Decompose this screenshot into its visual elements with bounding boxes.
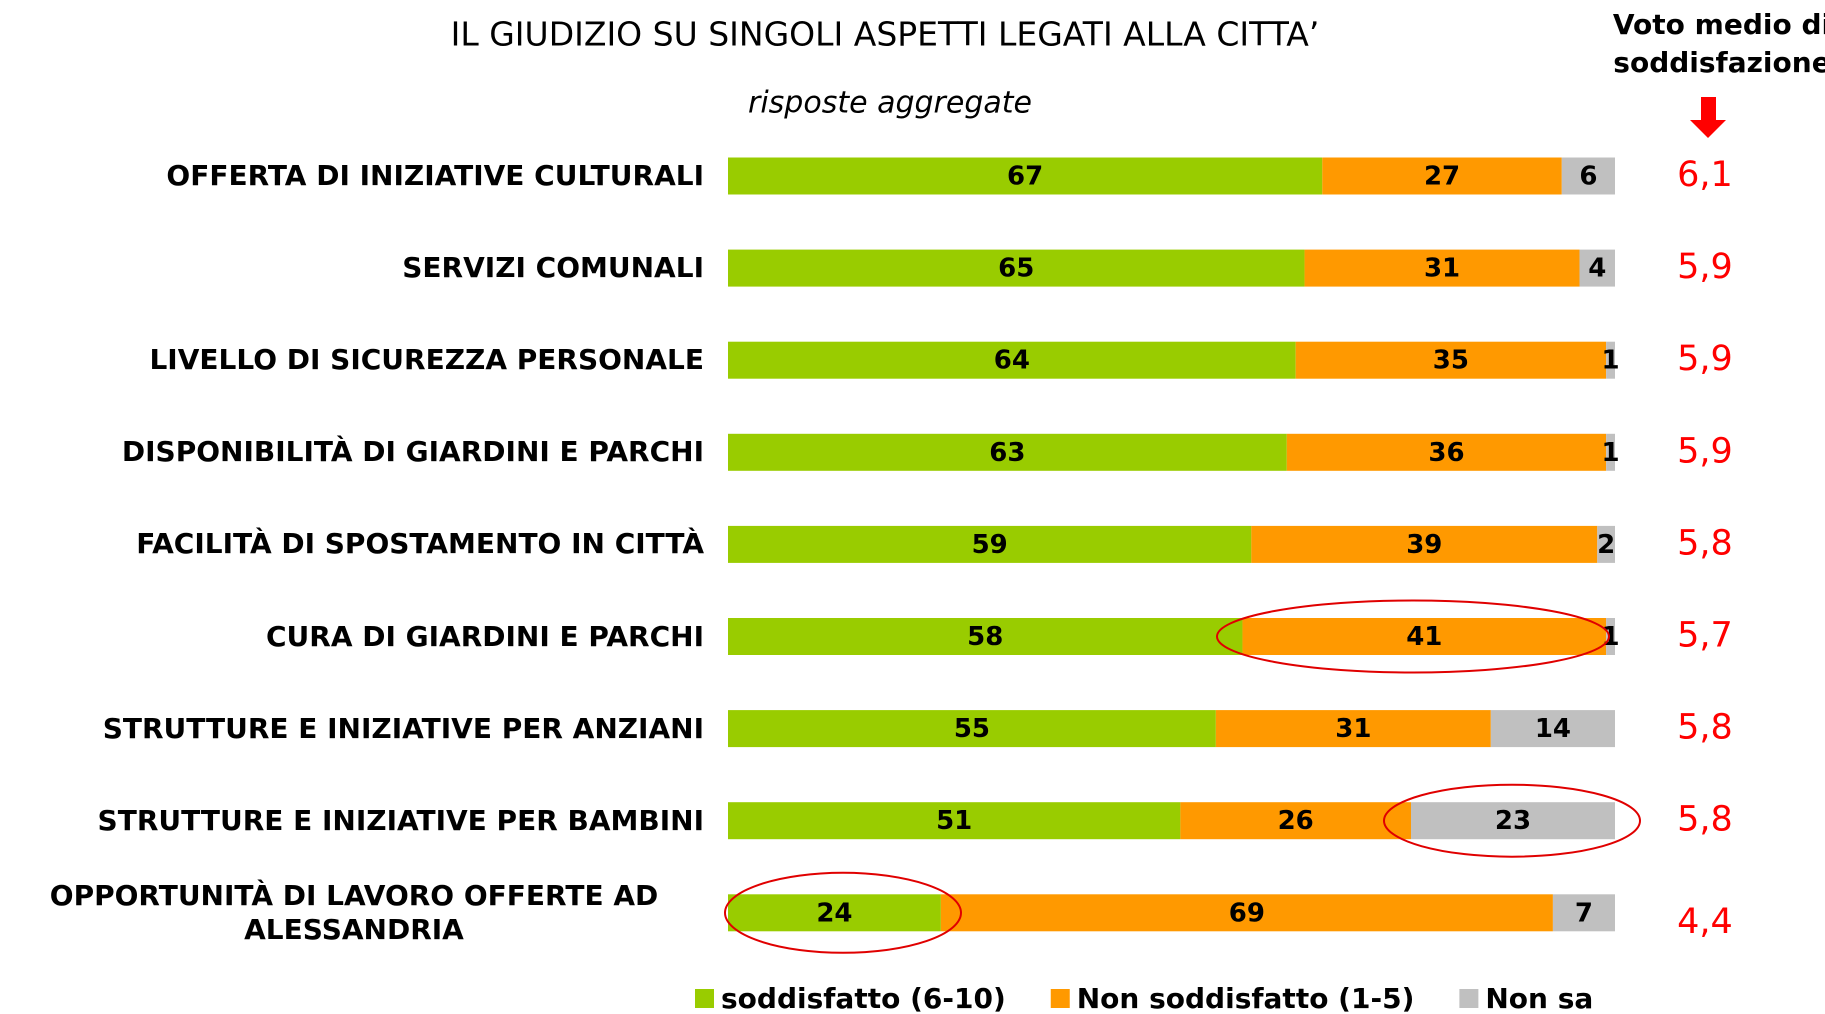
data-label: 27 (1424, 162, 1460, 192)
data-label: 58 (967, 622, 1003, 652)
category-text: DISPONIBILITÀ DI GIARDINI E PARCHI (121, 435, 704, 469)
category-label: CURA DI GIARDINI E PARCHI (0, 620, 704, 654)
score-label: 5,9 (1677, 431, 1733, 471)
highlight-ellipse (1216, 599, 1610, 674)
score-label: 4,4 (1677, 902, 1733, 942)
highlight-ellipse (724, 871, 962, 954)
bar-segment (1410, 802, 1615, 840)
bar-segment (1215, 710, 1491, 748)
data-label: 39 (1406, 530, 1442, 560)
data-label: 35 (1433, 346, 1469, 376)
category-label: OPPORTUNITÀ DI LAVORO OFFERTE AD ALESSAN… (0, 879, 704, 947)
bar-segment (1242, 618, 1607, 655)
category-text: LIVELLO DI SICUREZZA PERSONALE (149, 343, 704, 377)
category-label: SERVIZI COMUNALI (0, 251, 704, 285)
data-label: 67 (1007, 162, 1043, 192)
bar-segment (728, 433, 1287, 471)
arrow (1690, 97, 1726, 138)
data-label: 1 (1602, 622, 1620, 652)
data-label: 51 (936, 806, 972, 836)
legend-swatch (695, 989, 714, 1008)
bar-segment (1286, 433, 1607, 471)
score-label: 5,8 (1677, 708, 1733, 748)
bar-segment (728, 802, 1181, 840)
bar-segment (728, 894, 941, 932)
legend-label: Non soddisfatto (1-5) (1077, 982, 1415, 1014)
legend-label: soddisfatto (6-10) (721, 982, 1006, 1014)
bar-segment (728, 341, 1296, 379)
bar-segment (1552, 894, 1615, 932)
bar-segment (1295, 341, 1607, 379)
chart-subtitle: risposte aggregate (748, 86, 1032, 121)
data-label: 4 (1588, 254, 1606, 284)
highlight-ellipse (1383, 783, 1641, 858)
data-label: 1 (1602, 438, 1620, 468)
category-text: SERVIZI COMUNALI (402, 251, 704, 285)
data-label: 36 (1428, 438, 1464, 468)
data-label: 55 (954, 714, 990, 744)
category-text: STRUTTURE E INIZIATIVE PER BAMBINI (97, 803, 704, 837)
score-label: 5,8 (1677, 523, 1733, 563)
legend-swatch (1050, 989, 1070, 1008)
category-label: DISPONIBILITÀ DI GIARDINI E PARCHI (0, 435, 704, 469)
bar-segment (1606, 341, 1615, 379)
bar-segment (1606, 618, 1615, 655)
category-label: OFFERTA DI INIZIATIVE CULTURALI (0, 159, 704, 193)
data-label: 1 (1602, 346, 1620, 376)
data-label: 23 (1495, 806, 1531, 836)
score-label: 6,1 (1677, 155, 1733, 195)
legend-swatch (1459, 989, 1479, 1008)
data-label: 26 (1278, 806, 1314, 836)
bar-segment (728, 249, 1305, 287)
bar-segment (728, 525, 1252, 563)
bar-segment (728, 710, 1216, 748)
data-label: 65 (998, 254, 1034, 284)
data-label: 31 (1424, 254, 1460, 284)
legend-label: Non sa (1485, 982, 1593, 1014)
score-title: soddisfazione (1613, 46, 1825, 79)
category-label: LIVELLO DI SICUREZZA PERSONALE (0, 343, 704, 377)
bar-segment (940, 894, 1553, 932)
score-title: Voto medio di (1613, 8, 1825, 41)
data-label: 14 (1535, 714, 1571, 744)
score-label: 5,9 (1677, 247, 1733, 287)
data-label: 69 (1229, 898, 1265, 928)
bar-segment (1251, 525, 1598, 563)
category-text: STRUTTURE E INIZIATIVE PER ANZIANI (102, 711, 704, 745)
category-text: CURA DI GIARDINI E PARCHI (265, 619, 704, 653)
data-label: 2 (1597, 530, 1615, 560)
category-label: STRUTTURE E INIZIATIVE PER ANZIANI (0, 712, 704, 746)
data-label: 31 (1335, 714, 1371, 744)
category-text: FACILITÀ DI SPOSTAMENTO IN CITTÀ (136, 527, 704, 561)
score-label: 5,7 (1677, 616, 1733, 656)
bar-segment (728, 618, 1243, 655)
category-text: OPPORTUNITÀ DI LAVORO OFFERTE AD ALESSAN… (49, 878, 659, 946)
data-label: 41 (1406, 622, 1442, 652)
data-label: 64 (994, 346, 1030, 376)
chart-title: IL GIUDIZIO SU SINGOLI ASPETTI LEGATI AL… (451, 15, 1320, 54)
bar-segment (1561, 157, 1615, 195)
bar-segment (1304, 249, 1580, 287)
bar-segment (1490, 710, 1615, 748)
data-label: 24 (816, 898, 852, 928)
bar-segment (728, 157, 1323, 195)
category-label: FACILITÀ DI SPOSTAMENTO IN CITTÀ (0, 527, 704, 561)
bar-segment (1579, 249, 1615, 287)
category-label: STRUTTURE E INIZIATIVE PER BAMBINI (0, 804, 704, 838)
bar-segment (1180, 802, 1411, 840)
bar-segment (1597, 525, 1615, 563)
data-label: 59 (972, 530, 1008, 560)
data-label: 63 (989, 438, 1025, 468)
score-label: 5,8 (1677, 800, 1733, 840)
data-label: 7 (1575, 898, 1593, 928)
data-label: 6 (1579, 162, 1597, 192)
category-text: OFFERTA DI INIZIATIVE CULTURALI (166, 159, 704, 192)
bar-segment (1322, 157, 1562, 195)
score-label: 5,9 (1677, 339, 1733, 379)
bar-segment (1606, 433, 1615, 471)
